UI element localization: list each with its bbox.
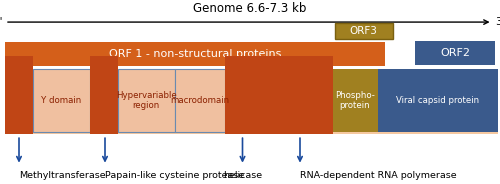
Text: ORF 1 - non-structural proteins: ORF 1 - non-structural proteins — [109, 49, 281, 59]
Bar — [225, 56, 282, 134]
Text: 5': 5' — [0, 17, 2, 27]
Bar — [335, 23, 392, 39]
Text: ORF2: ORF2 — [440, 48, 470, 58]
Bar — [32, 69, 90, 132]
Text: RNA-dependent RNA polymerase: RNA-dependent RNA polymerase — [300, 171, 456, 180]
Bar — [5, 42, 385, 66]
Bar — [415, 41, 495, 65]
Bar — [5, 69, 498, 134]
Bar — [118, 69, 175, 132]
Text: Y domain: Y domain — [41, 96, 82, 105]
Text: helicase: helicase — [223, 171, 262, 180]
Bar — [175, 69, 225, 132]
Bar — [378, 69, 498, 132]
Bar — [332, 69, 378, 132]
Text: macrodomain: macrodomain — [170, 96, 230, 105]
Text: Genome 6.6-7.3 kb: Genome 6.6-7.3 kb — [194, 2, 306, 15]
Bar — [90, 56, 118, 134]
Text: Viral capsid protein: Viral capsid protein — [396, 96, 479, 105]
Text: ORF3: ORF3 — [350, 26, 378, 36]
Text: Phospho-
protein: Phospho- protein — [335, 91, 375, 110]
Bar — [282, 56, 333, 134]
Text: Hypervariable
region: Hypervariable region — [116, 91, 176, 110]
Text: Papain-like cysteine protease: Papain-like cysteine protease — [105, 171, 244, 180]
Text: 3': 3' — [495, 17, 500, 27]
Text: Methyltransferase: Methyltransferase — [19, 171, 106, 180]
Bar — [5, 56, 32, 134]
